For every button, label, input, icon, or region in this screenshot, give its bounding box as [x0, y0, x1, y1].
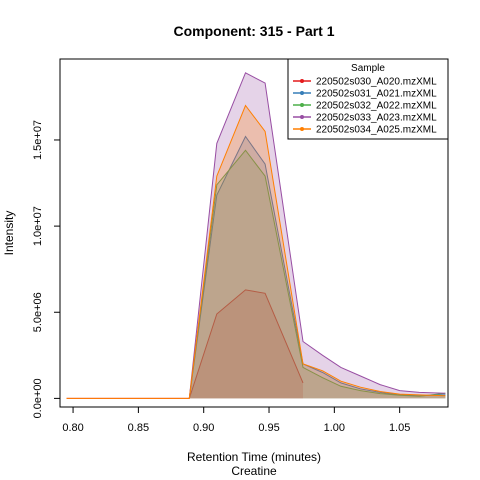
plot-areas: [66, 72, 446, 399]
series-area-4: [189, 72, 446, 399]
plot-frame: [59, 58, 449, 408]
series-area-1: [66, 289, 303, 399]
x-tick-label: 0.90: [193, 422, 214, 434]
series-area-5: [66, 105, 446, 399]
legend-label: 220502s032_A022.mzXML: [316, 101, 437, 112]
series-line-4: [188, 72, 446, 399]
x-axis-label: Retention Time (minutes): [187, 450, 321, 464]
x-tick-label: 0.95: [258, 422, 279, 434]
y-tick-label: 1.5e+07: [32, 120, 44, 160]
x-tick-label: 0.80: [62, 422, 83, 434]
legend-swatch-point: [300, 115, 304, 119]
legend: Sample 220502s030_A020.mzXML220502s031_A…: [287, 58, 449, 140]
series-line-5: [66, 104, 446, 399]
x-tick-label: 0.85: [128, 422, 149, 434]
legend-swatch-point: [300, 79, 304, 83]
legend-label: 220502s030_A020.mzXML: [316, 77, 437, 88]
legend-swatch-point: [300, 103, 304, 107]
y-tick-label: 0.0e+00: [32, 378, 44, 418]
y-tick-label: 1.0e+07: [32, 206, 44, 246]
legend-swatch-point: [300, 91, 304, 95]
x-tick-label: 1.05: [389, 422, 410, 434]
series-area-2: [189, 136, 446, 399]
series-area-3: [189, 150, 446, 399]
series-line-3: [188, 149, 446, 399]
chart-title: Component: 315 - Part 1: [173, 23, 334, 39]
legend-label: 220502s033_A023.mzXML: [316, 113, 437, 124]
legend-label: 220502s034_A025.mzXML: [316, 125, 437, 136]
y-axis: 0.0e+00 5.0e+06 1.0e+07 1.5e+07: [32, 120, 60, 418]
legend-swatch-point: [300, 127, 304, 131]
x-axis: 0.80 0.85 0.90 0.95 1.00 1.05: [62, 407, 410, 434]
x-axis-sublabel: Creatine: [231, 464, 277, 478]
legend-box: [287, 58, 449, 140]
y-axis-label: Intensity: [2, 211, 16, 256]
legend-title: Sample: [351, 63, 385, 74]
y-tick-label: 5.0e+06: [32, 292, 44, 332]
legend-label: 220502s031_A021.mzXML: [316, 89, 437, 100]
x-tick-label: 1.00: [324, 422, 345, 434]
